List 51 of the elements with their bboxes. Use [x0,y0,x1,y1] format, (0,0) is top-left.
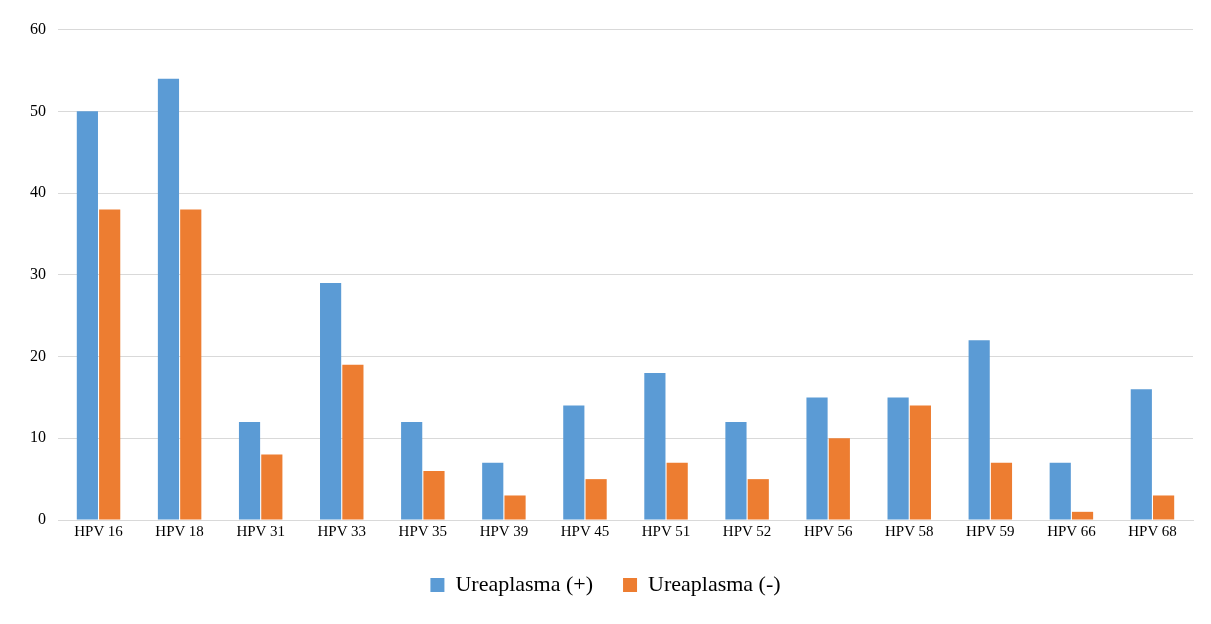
bar [504,495,526,520]
y-tick-label: 30 [30,265,46,282]
bar [1153,495,1175,520]
x-tick-label: HPV 18 [155,522,204,539]
bar [887,397,909,520]
bar [585,479,607,520]
y-tick-label: 20 [30,346,46,364]
bar [261,454,283,520]
bar [747,479,769,520]
x-tick-label: HPV 59 [966,522,1015,539]
bar [482,462,504,520]
x-tick-label: HPV 45 [560,522,610,539]
y-tick-label: 40 [30,183,46,201]
y-tick-label: 50 [30,101,46,119]
bar [1049,462,1071,520]
x-tick-label: HPV 39 [479,522,529,539]
x-tick-label: HPV 51 [641,522,691,539]
bar [644,372,666,520]
bar [1130,389,1152,520]
bar [563,405,585,520]
bar [968,340,990,520]
x-tick-label: HPV 66 [1047,522,1097,539]
bar [990,462,1013,520]
x-tick-label: HPV 16 [74,522,124,539]
bar [320,282,342,520]
x-tick-label: HPV 52 [722,522,772,539]
y-tick-label: 60 [30,19,46,37]
bar [1071,511,1094,520]
x-tick-label: HPV 35 [398,522,448,539]
x-tick-label: HPV 33 [317,522,366,539]
bar [725,421,747,520]
bar [828,438,850,520]
bar [666,462,688,520]
bar [157,78,180,520]
legend-label: Ureaplasma (-) [648,570,781,596]
bar [238,421,261,520]
x-tick-label: HPV 31 [236,522,285,539]
bar [76,111,98,520]
y-tick-label: 0 [38,510,46,528]
y-tick-label: 10 [30,428,46,446]
bar [180,209,202,520]
bar [401,421,423,520]
x-tick-label: HPV 58 [885,522,934,539]
bar [99,209,121,520]
legend-label: Ureaplasma (+) [455,570,594,596]
x-tick-label: HPV 56 [803,522,853,539]
bar [909,405,931,520]
bar [806,397,828,520]
x-tick-label: HPV 68 [1128,522,1177,539]
bar [423,470,445,520]
bar [342,364,364,520]
